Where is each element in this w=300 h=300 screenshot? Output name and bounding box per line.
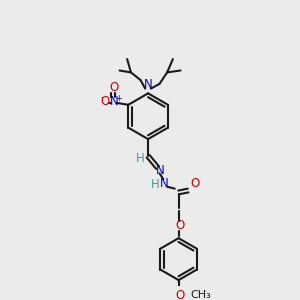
Text: N: N (160, 177, 169, 190)
Text: -: - (101, 92, 104, 102)
Text: N: N (156, 164, 165, 177)
Text: O: O (110, 81, 118, 94)
Text: N: N (144, 79, 152, 92)
Text: O: O (101, 95, 110, 108)
Text: O: O (175, 219, 184, 232)
Text: O: O (190, 177, 200, 190)
Text: +: + (115, 94, 122, 103)
Text: H: H (151, 178, 160, 191)
Text: CH₃: CH₃ (190, 290, 211, 300)
Text: O: O (175, 289, 184, 300)
Text: N: N (110, 95, 118, 108)
Text: H: H (136, 152, 145, 165)
